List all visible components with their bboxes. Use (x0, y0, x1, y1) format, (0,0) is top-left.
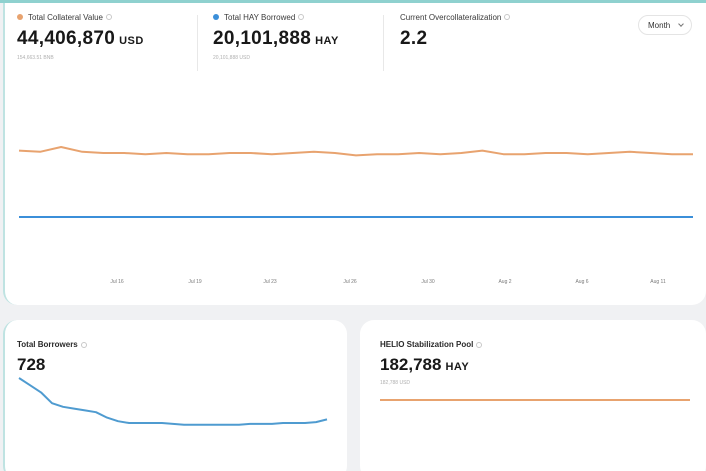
x-tick-label: Jul 16 (110, 279, 124, 285)
borrowed-value: 20,101,888 (213, 28, 312, 49)
x-tick-label: Aug 11 (650, 279, 666, 285)
x-tick-label: Jul 23 (263, 279, 277, 285)
borrowers-line-chart (18, 377, 328, 426)
x-tick-label: Jul 19 (188, 279, 202, 285)
top-accent-bar (0, 0, 706, 3)
x-tick-label: Jul 26 (343, 279, 357, 285)
info-icon[interactable] (80, 341, 87, 348)
stability-pool-card: HELIO Stabilization Pool 182,788 HAY 182,… (360, 320, 706, 471)
borrowers-series-line (18, 377, 328, 426)
overcollateralization-label: Current Overcollateralization (400, 12, 502, 22)
borrowers-label: Total Borrowers (17, 340, 78, 349)
x-tick-label: Aug 2 (498, 279, 512, 285)
stat-total-collateral: Total Collateral Value 44,406,870 USD 154… (17, 11, 144, 61)
collateral-value: 44,406,870 (17, 28, 116, 49)
borrowed-sub: 20,101,888 USD (213, 55, 250, 61)
collateral-dot-icon (17, 14, 23, 20)
x-tick-label: Aug 6 (575, 279, 589, 285)
collateral-series-line (18, 146, 693, 157)
stat-divider (383, 15, 384, 71)
stability-pool-value: 182,788 (380, 355, 442, 374)
stat-overcollateralization: Current Overcollateralization 2.2 (400, 11, 511, 50)
overcollateralization-value: 2.2 (400, 28, 428, 49)
borrowed-dot-icon (213, 14, 219, 20)
borrowers-card: Total Borrowers 728 (3, 320, 347, 471)
collateral-sub: 154,663.51 BNB (17, 55, 54, 61)
borrowers-value: 728 (17, 355, 46, 374)
info-icon[interactable] (298, 14, 305, 20)
borrowed-label: Total HAY Borrowed (224, 12, 296, 22)
collateral-label: Total Collateral Value (28, 12, 104, 22)
info-icon[interactable] (504, 14, 511, 20)
x-tick-label: Jul 30 (421, 279, 435, 285)
overview-card: Total Collateral Value 44,406,870 USD 154… (3, 3, 706, 305)
borrowed-unit: HAY (315, 35, 339, 47)
stability-pool-sub: 182,788 USD (380, 380, 411, 386)
main-line-chart (18, 146, 693, 218)
period-select-value: Month (648, 20, 671, 30)
collateral-unit: USD (119, 35, 144, 47)
stat-total-hay-borrowed: Total HAY Borrowed 20,101,888 HAY 20,101,… (213, 11, 339, 61)
stability-pool-label: HELIO Stabilization Pool (380, 340, 474, 349)
stability-pool-line-chart (380, 399, 690, 401)
info-icon[interactable] (476, 341, 483, 348)
period-select[interactable]: Month (638, 15, 692, 35)
chevron-down-icon (678, 21, 684, 27)
stat-divider (197, 15, 198, 71)
info-icon[interactable] (106, 14, 113, 20)
stability-pool-unit: HAY (445, 361, 470, 373)
